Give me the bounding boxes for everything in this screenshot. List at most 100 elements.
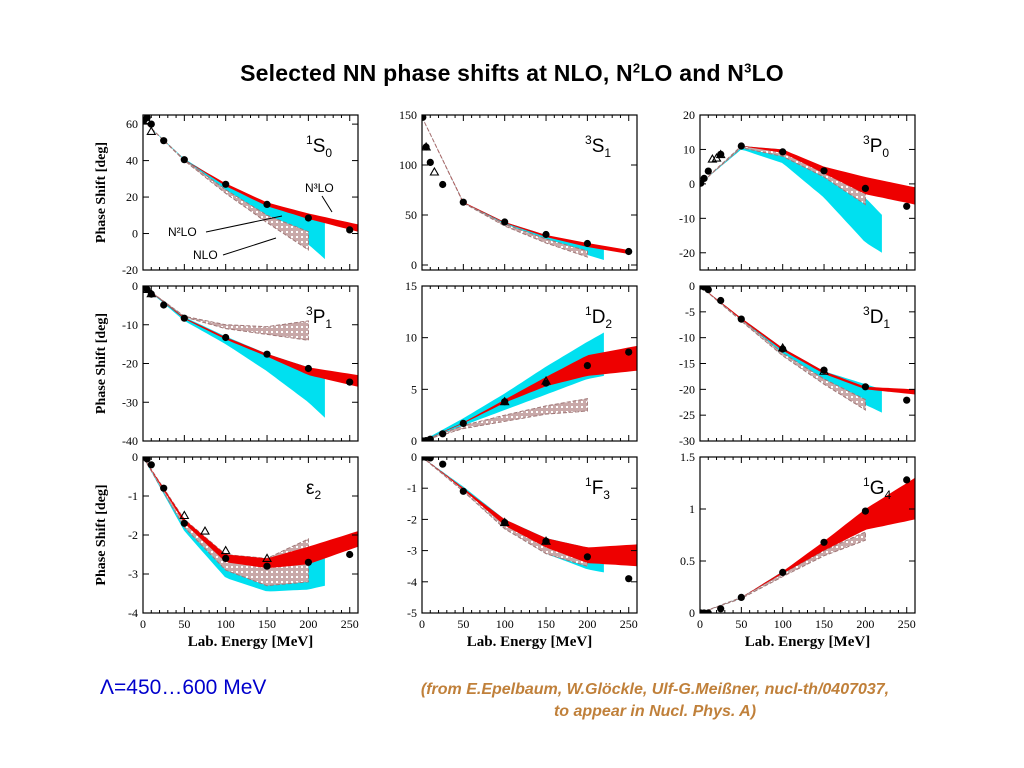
- cutoff-range-label: Λ=450…600 MeV: [100, 676, 267, 699]
- x-tick-label: 250: [341, 617, 359, 631]
- title-superscript-1: 2: [632, 60, 641, 76]
- x-tick-label: 250: [898, 617, 916, 631]
- y-tick-label: 0: [689, 177, 695, 191]
- pwa-point: [903, 476, 911, 484]
- x-tick-label: 200: [578, 617, 596, 631]
- band-N3LO: [143, 120, 358, 232]
- partial-wave-label: 1S0: [306, 133, 332, 160]
- pwa-point: [903, 396, 911, 404]
- annotation-arrow: [222, 237, 277, 256]
- partial-wave-label: 3D1: [863, 304, 890, 331]
- triangle-point: [819, 366, 829, 375]
- y-tick-label: -1: [407, 481, 417, 495]
- x-tick-label: 0: [140, 617, 146, 631]
- partial-wave-label: 3P0: [863, 133, 889, 160]
- pwa-point: [625, 247, 633, 256]
- title-text-2: LO and N: [640, 60, 745, 86]
- pwa-point: [222, 333, 230, 342]
- pwa-point: [861, 507, 870, 515]
- pwa-point: [704, 286, 712, 294]
- pwa-point: [903, 202, 911, 210]
- pwa-point: [820, 167, 828, 175]
- y-tick-label: -3: [128, 567, 138, 581]
- triangle-point: [541, 375, 551, 385]
- y-tick-label: 10: [683, 142, 695, 156]
- triangle-point: [143, 286, 153, 294]
- pwa-point: [160, 137, 168, 145]
- annotation-arrow: [205, 215, 283, 233]
- label-main: S: [592, 136, 605, 157]
- triangle-point: [422, 141, 432, 151]
- panel-plot-area: [143, 115, 358, 260]
- pwa-point: [180, 519, 188, 527]
- pwa-point: [501, 218, 509, 226]
- annotation-n3lo: N³LO: [305, 181, 334, 195]
- label-sub: 1: [883, 317, 890, 331]
- panel-plot-area: [143, 457, 358, 592]
- panel-1F3: -5 -4 -3 -2 -1 0 0 50 100 150 200 250 Lab. Energy [M…: [407, 450, 638, 650]
- band-NLO: [422, 116, 588, 258]
- label-sub: 2: [605, 317, 612, 331]
- partial-wave-label: ε2: [306, 478, 321, 502]
- pwa-point: [737, 315, 745, 323]
- label-sub: 3: [603, 488, 610, 502]
- y-tick-label: 0: [132, 279, 138, 293]
- y-tick-label: -30: [679, 434, 695, 448]
- band-N3LO: [700, 286, 915, 395]
- x-tick-label: 150: [815, 617, 833, 631]
- pwa-point: [820, 538, 828, 546]
- x-tick-label: 0: [697, 617, 703, 631]
- band-NLO: [700, 286, 866, 411]
- label-sub: 0: [325, 146, 332, 160]
- pwa-point: [717, 605, 725, 613]
- citation-line-2: to appear in Nucl. Phys. A): [553, 703, 757, 720]
- label-sub: 1: [325, 317, 332, 331]
- band-NLO: [422, 397, 588, 441]
- citation-note: (from E.Epelbaum, W.Glöckle, Ulf-G.Meißn…: [380, 679, 930, 723]
- y-tick-label: 0: [411, 258, 417, 272]
- pwa-point: [222, 554, 230, 563]
- y-axis-label: Phase Shift [deg]: [94, 313, 109, 414]
- x-tick-label: 150: [258, 617, 276, 631]
- pwa-point: [737, 142, 745, 150]
- y-tick-label: -10: [122, 318, 138, 332]
- page-title: Selected NN phase shifts at NLO, N2LO an…: [0, 60, 1024, 87]
- panel-plot-area: [422, 457, 637, 583]
- label-main: G: [870, 478, 885, 499]
- x-tick-label: 100: [496, 617, 514, 631]
- y-tick-label: -20: [122, 263, 138, 277]
- x-axis-label: Lab. Energy [MeV]: [745, 634, 870, 650]
- annotation-arrow: [321, 195, 333, 213]
- label-sup: 3: [863, 133, 870, 147]
- label-main: S: [313, 136, 326, 157]
- partial-wave-label: 1G4: [863, 475, 891, 502]
- y-tick-label: 15: [405, 279, 417, 293]
- y-axis-label: Phase Shift [deg]: [94, 484, 109, 585]
- y-tick-label: 50: [405, 208, 417, 222]
- y-tick-label: -10: [679, 211, 695, 225]
- band-N2LO: [700, 146, 882, 253]
- label-sup: 3: [306, 304, 313, 318]
- pwa-point: [263, 562, 271, 570]
- pwa-point: [700, 174, 708, 182]
- x-tick-label: 50: [178, 617, 190, 631]
- x-tick-label: 250: [620, 617, 638, 631]
- triangle-point: [200, 525, 210, 535]
- band-NLO: [143, 286, 309, 341]
- partial-wave-label: 1D2: [585, 304, 612, 331]
- pwa-point: [704, 167, 712, 175]
- pwa-point: [861, 184, 870, 192]
- y-axis-label: Phase Shift [deg]: [94, 142, 109, 243]
- y-tick-label: 0: [689, 606, 695, 620]
- band-N3LO: [143, 286, 358, 387]
- y-tick-label: 10: [405, 331, 417, 345]
- title-text-3: LO: [751, 60, 784, 86]
- y-tick-label: -2: [407, 512, 417, 526]
- pwa-point: [263, 350, 271, 358]
- pwa-point: [160, 301, 168, 309]
- partial-wave-label: 3S1: [585, 133, 611, 160]
- annotation-nlo: NLO: [193, 248, 218, 262]
- x-tick-label: 100: [217, 617, 235, 631]
